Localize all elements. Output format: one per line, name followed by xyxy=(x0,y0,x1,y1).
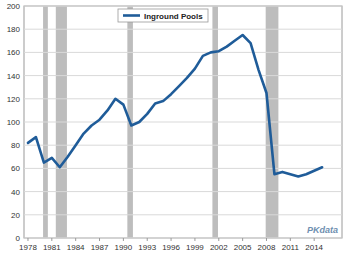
legend-label: Inground Pools xyxy=(144,12,203,21)
x-tick-label: 2008 xyxy=(258,243,276,252)
grid-line xyxy=(24,29,342,30)
x-tick-label: 1987 xyxy=(91,243,109,252)
x-tick-label: 2005 xyxy=(234,243,252,252)
x-tick xyxy=(171,238,172,241)
watermark: PKdata xyxy=(307,225,338,235)
x-tick-label: 2002 xyxy=(210,243,228,252)
x-tick xyxy=(218,238,219,241)
y-tick-label: 160 xyxy=(7,48,21,57)
grid-line xyxy=(24,145,342,146)
x-tick xyxy=(242,238,243,241)
y-tick-label: 40 xyxy=(11,188,20,197)
y-tick-label: 0 xyxy=(16,234,21,243)
x-tick-label: 1990 xyxy=(114,243,132,252)
grid-line xyxy=(24,98,342,99)
series-line xyxy=(28,35,322,177)
x-tick xyxy=(99,238,100,241)
plot-frame xyxy=(24,6,342,238)
y-tick-label: 200 xyxy=(7,2,21,11)
x-tick xyxy=(147,238,148,241)
y-tick-label: 180 xyxy=(7,25,21,34)
grid-line xyxy=(24,238,342,239)
x-tick xyxy=(123,238,124,241)
x-tick-label: 1993 xyxy=(138,243,156,252)
grid-line xyxy=(24,75,342,76)
y-tick-label: 100 xyxy=(7,118,21,127)
grid-line xyxy=(24,191,342,192)
x-tick-label: 1981 xyxy=(43,243,61,252)
series-group xyxy=(28,35,322,177)
grid-line xyxy=(24,214,342,215)
x-tick-label: 1999 xyxy=(186,243,204,252)
grid-line xyxy=(24,122,342,123)
y-tick-label: 140 xyxy=(7,72,21,81)
y-tick-label: 20 xyxy=(11,211,20,220)
y-tick-label: 80 xyxy=(11,141,20,150)
x-tick xyxy=(51,238,52,241)
x-tick-label: 2014 xyxy=(305,243,323,252)
x-tick-label: 1996 xyxy=(162,243,180,252)
legend: Inground Pools xyxy=(118,9,208,22)
x-tick-label: 1978 xyxy=(19,243,37,252)
x-tick xyxy=(75,238,76,241)
grid-line xyxy=(24,6,342,7)
y-tick-label: 120 xyxy=(7,95,21,104)
x-tick xyxy=(314,238,315,241)
x-tick xyxy=(266,238,267,241)
grid-line xyxy=(24,168,342,169)
y-tick-label: 60 xyxy=(11,164,20,173)
x-tick xyxy=(290,238,291,241)
legend-swatch xyxy=(123,14,140,17)
x-tick xyxy=(27,238,28,241)
legend-box xyxy=(118,9,208,22)
grid-line xyxy=(24,52,342,53)
x-tick-label: 2011 xyxy=(282,243,300,252)
x-tick-label: 1984 xyxy=(67,243,85,252)
chart: 0 20 40 60 80 100 120 140 160 180 200 1978 1981 1984 1… xyxy=(0,0,350,254)
x-tick xyxy=(194,238,195,241)
